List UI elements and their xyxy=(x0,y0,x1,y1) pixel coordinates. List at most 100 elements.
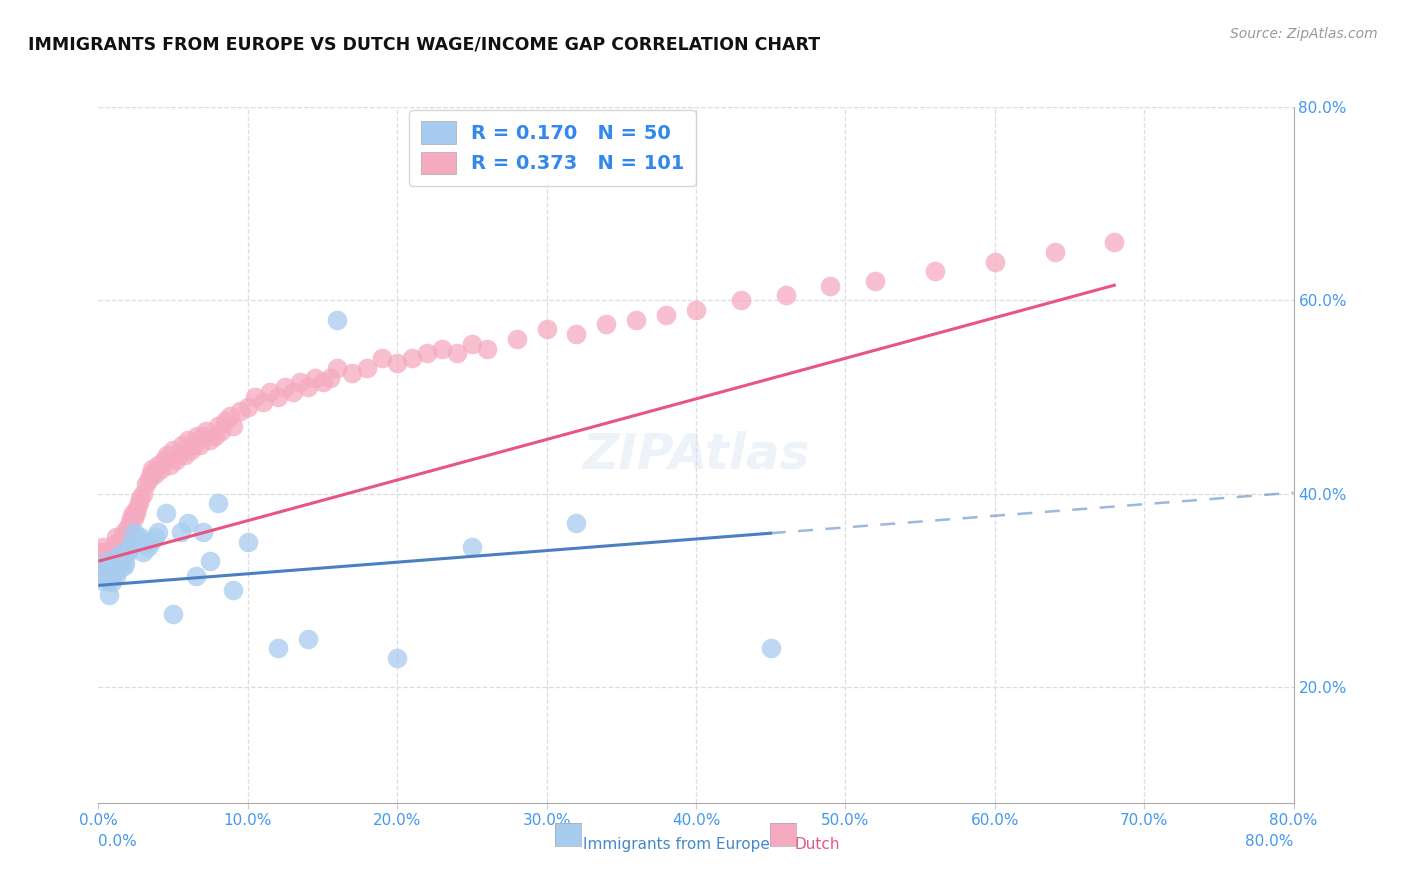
Point xyxy=(100,566,122,580)
Point xyxy=(94,544,117,558)
Point xyxy=(207,496,229,510)
Point xyxy=(100,544,122,558)
Point xyxy=(96,559,118,574)
Point xyxy=(281,385,304,400)
Point xyxy=(150,462,173,476)
Point xyxy=(101,554,124,568)
Point xyxy=(129,491,152,506)
Point xyxy=(195,424,218,438)
Point xyxy=(209,424,232,438)
Point xyxy=(143,467,166,482)
Point xyxy=(143,530,166,544)
Point xyxy=(180,443,202,458)
Point xyxy=(111,546,134,561)
Point xyxy=(112,559,135,574)
Point xyxy=(297,632,319,646)
Point xyxy=(124,510,146,524)
Point xyxy=(104,537,127,551)
Point xyxy=(94,559,117,574)
Text: Dutch: Dutch xyxy=(794,837,839,852)
Point xyxy=(200,554,222,568)
Point xyxy=(401,351,423,366)
Point xyxy=(121,506,143,520)
Text: 0.0%: 0.0% xyxy=(98,834,138,849)
Point xyxy=(93,549,115,564)
Point xyxy=(162,607,184,622)
Point xyxy=(159,458,181,472)
Point xyxy=(97,574,120,588)
Point xyxy=(536,322,558,336)
Point xyxy=(114,540,136,554)
Point xyxy=(595,318,617,332)
Point xyxy=(222,419,245,434)
Point xyxy=(127,530,149,544)
Point xyxy=(129,530,152,544)
Point xyxy=(259,385,281,400)
Point xyxy=(174,448,197,462)
Point xyxy=(101,575,124,590)
Point xyxy=(924,264,946,278)
Point xyxy=(219,409,242,424)
Point xyxy=(461,336,484,351)
Point xyxy=(685,303,707,318)
Point xyxy=(430,342,453,356)
Point xyxy=(108,562,131,576)
Legend: R = 0.170   N = 50, R = 0.373   N = 101: R = 0.170 N = 50, R = 0.373 N = 101 xyxy=(409,110,696,186)
Point xyxy=(89,554,111,568)
Point xyxy=(655,308,678,322)
Point xyxy=(565,327,588,342)
Point xyxy=(177,516,200,530)
Point xyxy=(626,312,648,326)
Point xyxy=(184,568,207,582)
Point xyxy=(90,564,112,578)
Point xyxy=(136,540,159,554)
Point xyxy=(775,288,797,302)
Point xyxy=(319,370,342,384)
Point xyxy=(162,443,184,458)
Point xyxy=(759,641,782,656)
Text: IMMIGRANTS FROM EUROPE VS DUTCH WAGE/INCOME GAP CORRELATION CHART: IMMIGRANTS FROM EUROPE VS DUTCH WAGE/INC… xyxy=(28,36,820,54)
Point xyxy=(252,394,274,409)
Point xyxy=(111,530,134,544)
Point xyxy=(207,419,229,434)
Point xyxy=(475,342,498,356)
Text: Source: ZipAtlas.com: Source: ZipAtlas.com xyxy=(1230,27,1378,41)
Point xyxy=(236,400,259,414)
Point xyxy=(304,370,326,384)
Point xyxy=(461,540,484,554)
Point xyxy=(132,544,155,558)
Point xyxy=(108,540,131,554)
Point xyxy=(148,458,170,472)
Point xyxy=(565,516,588,530)
Point xyxy=(120,535,142,549)
Point xyxy=(96,554,118,568)
Point xyxy=(139,467,162,482)
Point xyxy=(105,568,128,582)
Point xyxy=(214,414,236,428)
Point xyxy=(125,506,148,520)
Point xyxy=(91,540,114,554)
Point xyxy=(165,452,187,467)
Point xyxy=(297,380,319,394)
Point xyxy=(865,274,887,288)
Point xyxy=(385,651,409,665)
Point xyxy=(385,356,409,370)
Point xyxy=(191,525,214,540)
Point xyxy=(103,559,125,574)
Point xyxy=(200,434,222,448)
Point xyxy=(107,549,129,564)
Point xyxy=(103,544,125,558)
Point xyxy=(112,525,135,540)
Point xyxy=(105,530,128,544)
Point xyxy=(104,564,127,578)
Point xyxy=(100,562,122,576)
Point xyxy=(128,496,150,510)
Point xyxy=(93,568,115,582)
Point xyxy=(110,537,132,551)
Point xyxy=(177,434,200,448)
Point xyxy=(90,544,112,558)
Point xyxy=(169,525,191,540)
Point xyxy=(267,390,290,404)
Point xyxy=(110,556,132,570)
Point xyxy=(117,520,139,534)
